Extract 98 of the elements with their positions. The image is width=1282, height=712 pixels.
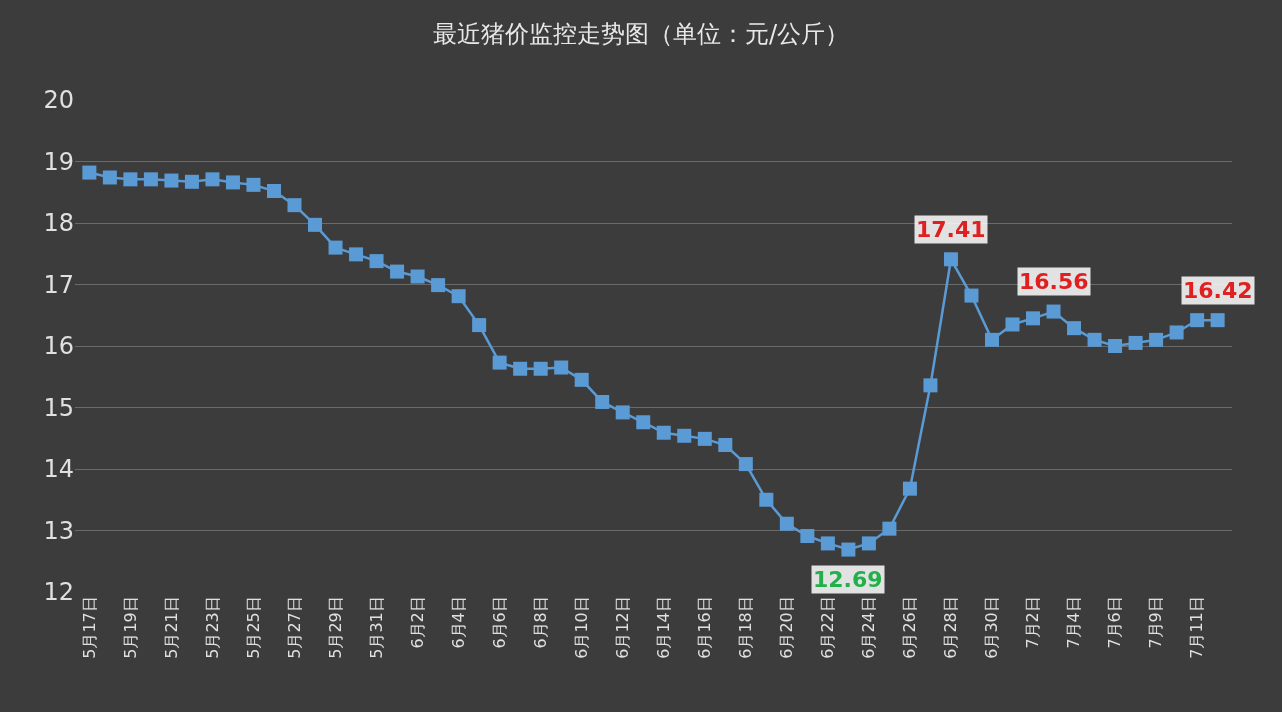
point — [574, 372, 589, 387]
point — [1108, 339, 1123, 353]
y-tick-label: 12 — [43, 578, 74, 607]
x-tick-label: 6月12日 — [612, 596, 632, 659]
data-label: 16.56 — [1019, 269, 1089, 294]
point — [718, 438, 733, 453]
point — [943, 252, 958, 267]
point — [533, 361, 548, 376]
y-tick-label: 16 — [43, 332, 74, 361]
point — [779, 516, 794, 531]
y-tick-label: 18 — [43, 209, 74, 238]
x-tick-label: 5月21日 — [161, 596, 181, 659]
data-label: 16.42 — [1183, 278, 1253, 303]
point — [554, 360, 569, 375]
point — [205, 172, 220, 187]
x-tick-label: 5月19日 — [120, 596, 140, 659]
x-tick-label: 7月4日 — [1064, 596, 1084, 649]
point — [1210, 313, 1225, 328]
point — [861, 536, 876, 551]
x-tick-label: 5月27日 — [284, 596, 304, 659]
point — [738, 457, 753, 472]
x-tick-label: 6月26日 — [900, 596, 920, 659]
x-tick-label: 6月18日 — [736, 596, 756, 659]
point — [882, 521, 897, 536]
x-tick-label: 7月11日 — [1187, 596, 1207, 659]
x-tick-label: 6月22日 — [818, 596, 838, 659]
point — [472, 318, 487, 333]
point — [1067, 321, 1082, 336]
point — [102, 170, 117, 185]
x-tick-label: 6月20日 — [777, 596, 797, 659]
point — [1026, 311, 1041, 326]
point — [902, 481, 917, 496]
y-tick-label: 19 — [43, 147, 74, 176]
x-tick-label: 5月31日 — [366, 596, 386, 659]
point — [615, 405, 630, 420]
y-tick-label: 15 — [43, 393, 74, 422]
data-label: 17.41 — [916, 217, 986, 242]
x-tick-label: 6月6日 — [489, 596, 509, 649]
point — [1087, 332, 1102, 347]
x-tick-label: 5月25日 — [243, 596, 263, 659]
x-tick-label: 6月16日 — [694, 596, 714, 659]
point — [390, 264, 405, 279]
y-tick-label: 14 — [43, 455, 74, 484]
point — [759, 492, 774, 507]
point — [287, 198, 302, 213]
x-tick-label: 7月2日 — [1023, 596, 1043, 649]
point — [800, 529, 815, 544]
y-tick-label: 13 — [43, 516, 74, 545]
x-tick-label: 6月2日 — [407, 596, 427, 649]
point — [697, 431, 712, 446]
point — [164, 173, 179, 188]
point — [820, 536, 835, 551]
point — [492, 355, 507, 370]
point — [225, 175, 240, 190]
point — [964, 288, 979, 303]
point — [123, 172, 138, 187]
point — [841, 542, 856, 557]
point — [143, 172, 158, 187]
y-tick-label: 17 — [43, 270, 74, 299]
point — [184, 174, 199, 189]
point — [984, 332, 999, 347]
x-tick-label: 6月14日 — [653, 596, 673, 659]
x-tick-label: 7月9日 — [1146, 596, 1166, 649]
point — [266, 184, 281, 199]
chart-title: 最近猪价监控走势图（单位：元/公斤） — [432, 19, 850, 48]
point — [1046, 304, 1061, 319]
point — [636, 415, 651, 430]
point — [656, 425, 671, 440]
point — [410, 269, 425, 284]
point — [82, 165, 97, 180]
point — [923, 378, 938, 393]
x-tick-label: 6月30日 — [982, 596, 1002, 659]
y-tick-label: 20 — [43, 86, 74, 115]
point — [308, 217, 323, 232]
x-tick-label: 5月23日 — [202, 596, 222, 659]
point — [595, 394, 610, 409]
x-tick-label: 5月29日 — [325, 596, 345, 659]
point — [431, 278, 446, 293]
point — [677, 428, 692, 443]
x-tick-label: 6月8日 — [530, 596, 550, 649]
x-tick-label: 6月28日 — [941, 596, 961, 659]
point — [1005, 317, 1020, 332]
point — [1149, 332, 1164, 347]
point — [328, 240, 343, 255]
point — [1169, 325, 1184, 340]
point — [349, 247, 364, 262]
x-tick-label: 6月10日 — [571, 596, 591, 659]
point — [246, 177, 261, 192]
point — [1128, 335, 1143, 350]
point — [451, 289, 466, 304]
point — [1190, 313, 1205, 328]
x-tick-label: 6月4日 — [448, 596, 468, 649]
point — [513, 361, 528, 376]
x-tick-label: 7月6日 — [1105, 596, 1125, 649]
x-tick-label: 6月24日 — [859, 596, 879, 659]
data-label: 12.69 — [813, 567, 883, 592]
x-tick-label: 5月17日 — [79, 596, 99, 659]
point — [369, 254, 384, 269]
